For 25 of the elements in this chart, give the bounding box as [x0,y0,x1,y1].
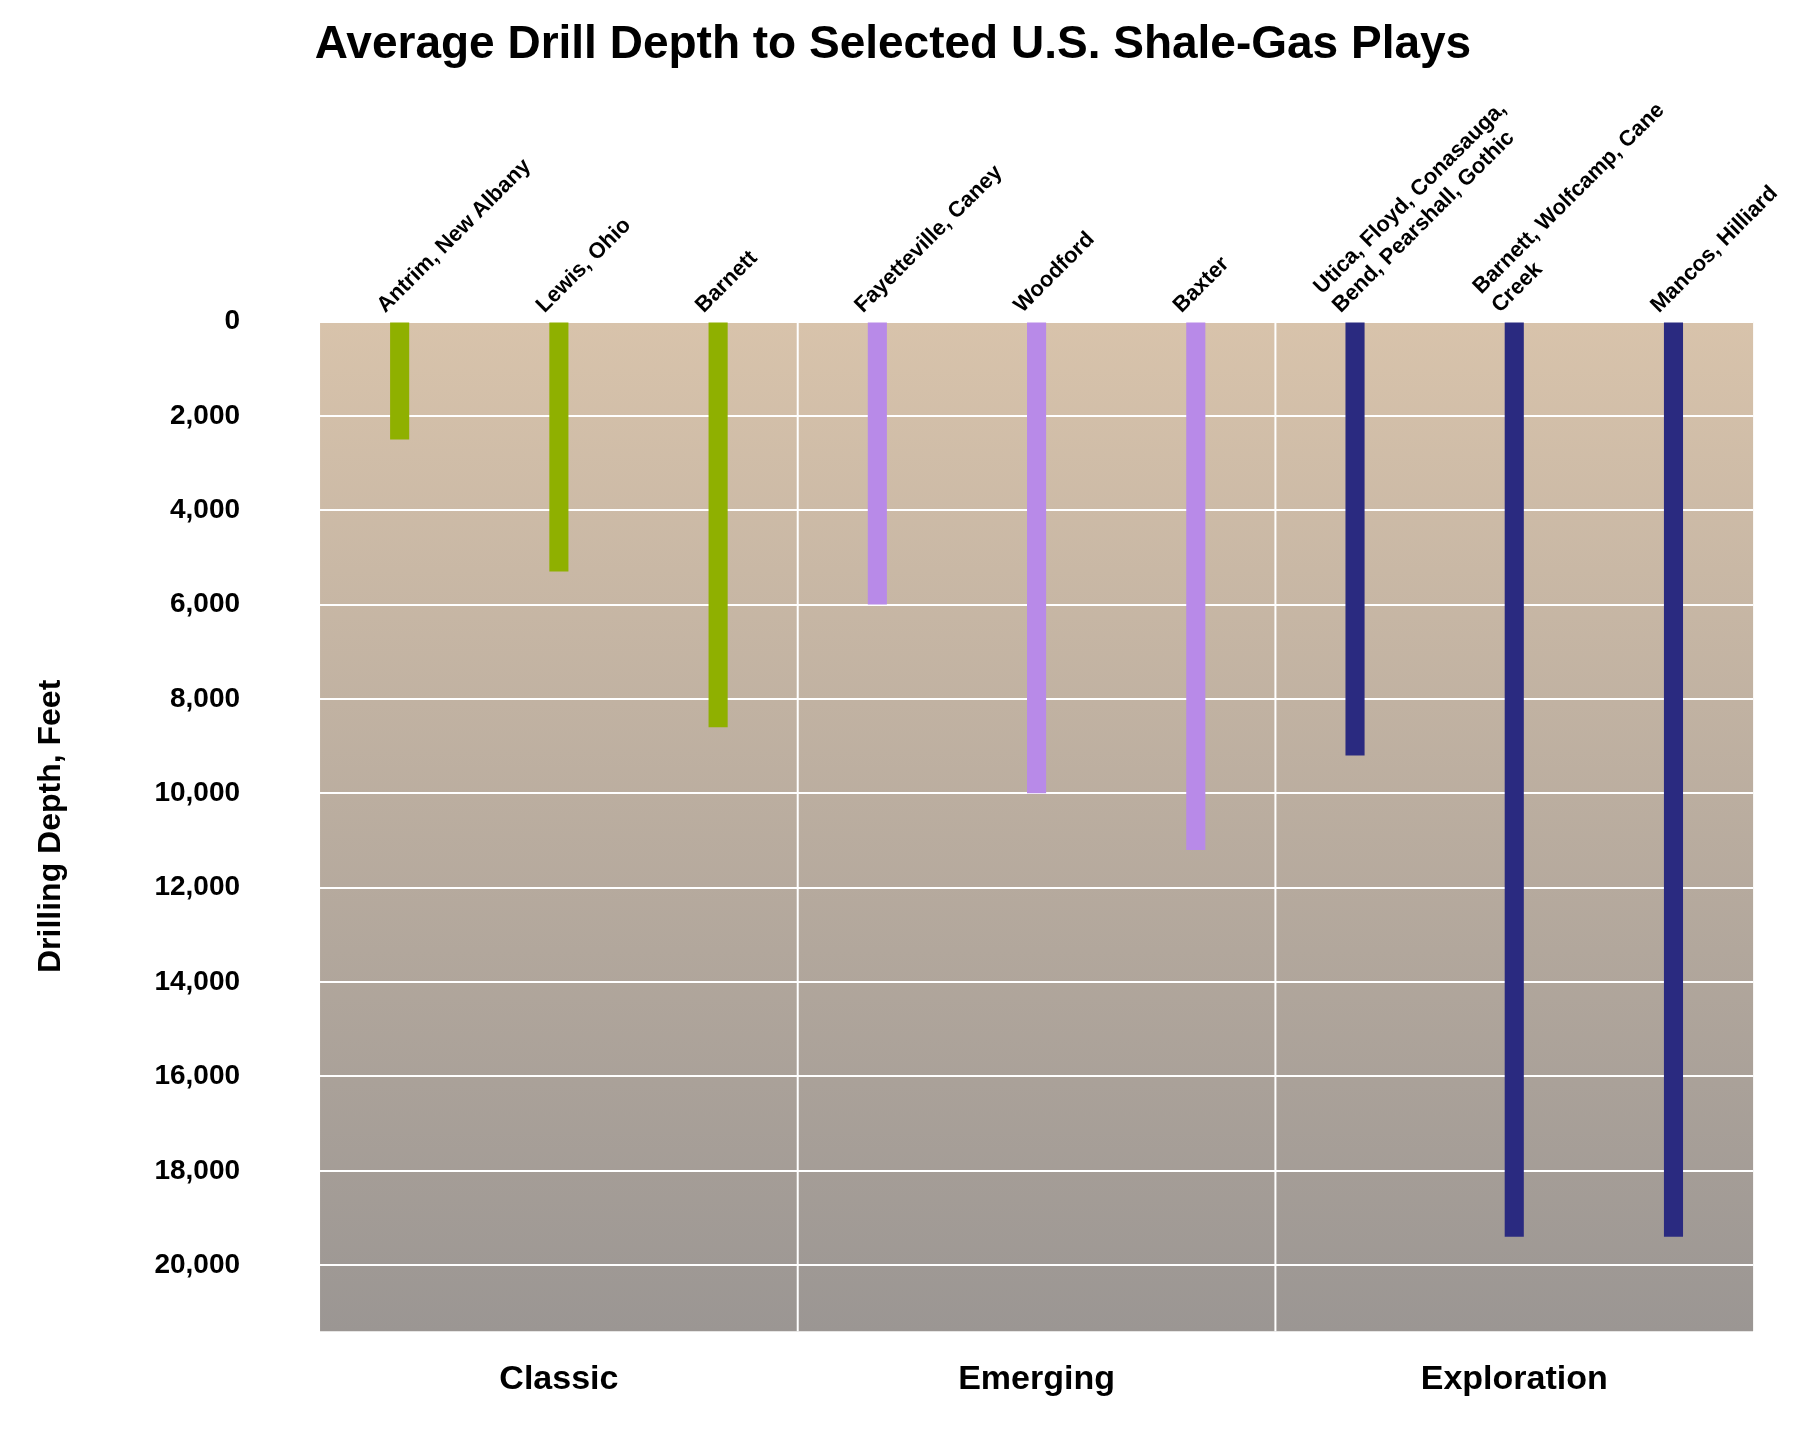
bar [1345,322,1365,756]
y-tick-label: 12,000 [154,870,241,902]
text: Classic [499,1357,619,1396]
text: Emerging [958,1357,1115,1396]
y-axis-title: Drilling Depth, Feet [31,679,68,974]
bar [867,322,887,605]
bar [1504,322,1524,1237]
bar [390,322,410,440]
bar [1663,322,1684,1237]
bar [1027,322,1047,794]
y-tick-label: 10,000 [154,776,241,808]
y-tick-label: 16,000 [154,1059,241,1091]
y-tick-label: 18,000 [154,1153,241,1185]
y-tick-label: 14,000 [154,964,241,996]
y-tick-label: 8,000 [169,681,241,713]
text: Exploration [1420,1357,1608,1396]
y-tick-label: 20,000 [154,1247,241,1279]
y-tick-label: 4,000 [169,492,241,524]
bar [1186,322,1206,850]
bar [708,322,728,728]
y-tick-label: 2,000 [169,398,241,430]
chart-title: Average Drill Depth to Selected U.S. Shale-Gas Plays [314,16,1472,69]
y-tick-label: 6,000 [169,587,241,619]
bar [549,322,569,572]
y-tick-label: 0 [224,304,241,336]
